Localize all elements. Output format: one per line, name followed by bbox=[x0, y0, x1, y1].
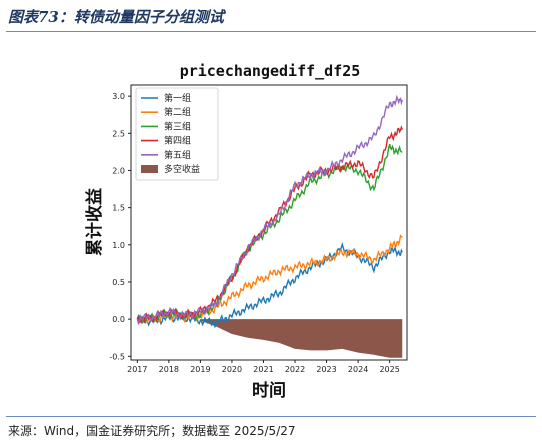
y-tick-label: 0.0 bbox=[112, 315, 125, 324]
figure-caption: 图表73：转债动量因子分组测试 bbox=[8, 8, 224, 26]
x-tick-label: 2018 bbox=[159, 365, 179, 374]
y-tick-label: 2.0 bbox=[112, 166, 125, 175]
x-tick-label: 2022 bbox=[285, 365, 305, 374]
legend-label: 第一组 bbox=[164, 92, 191, 104]
series-line-4 bbox=[136, 125, 403, 324]
y-tick-label: -0.5 bbox=[109, 352, 125, 361]
y-tick-label: 1.5 bbox=[112, 204, 125, 213]
x-tick-label: 2023 bbox=[316, 365, 336, 374]
legend-label: 多空收益 bbox=[164, 163, 200, 175]
x-tick-label: 2024 bbox=[348, 365, 368, 374]
plot-frame bbox=[130, 84, 408, 361]
y-tick-label: 0.5 bbox=[112, 278, 125, 287]
x-tick-label: 2019 bbox=[190, 365, 210, 374]
legend-swatch bbox=[141, 165, 158, 173]
y-tick-label: 3.0 bbox=[112, 92, 125, 101]
x-tick-label: 2021 bbox=[253, 365, 273, 374]
chart-title: pricechangediff_df25 bbox=[180, 62, 361, 80]
source-note: 来源：Wind，国金证券研究所；数据截至 2025/5/27 bbox=[8, 424, 296, 438]
long-short-area bbox=[200, 319, 403, 358]
legend-label: 第五组 bbox=[164, 149, 191, 161]
legend-frame bbox=[135, 87, 219, 181]
x-tick-label: 2025 bbox=[379, 365, 399, 374]
legend-label: 第四组 bbox=[164, 135, 191, 147]
y-axis-label: 累计收益 bbox=[84, 188, 105, 256]
legend-label: 第二组 bbox=[164, 106, 191, 118]
caption-divider bbox=[6, 31, 536, 32]
source-divider bbox=[6, 416, 536, 417]
y-tick-label: 1.0 bbox=[112, 241, 125, 250]
series-line-5 bbox=[136, 94, 403, 326]
x-tick-label: 2020 bbox=[222, 365, 242, 374]
y-tick-label: 2.5 bbox=[112, 129, 125, 138]
x-tick-label: 2017 bbox=[127, 365, 147, 374]
x-axis-label: 时间 bbox=[252, 380, 286, 401]
legend-label: 第三组 bbox=[164, 120, 191, 132]
